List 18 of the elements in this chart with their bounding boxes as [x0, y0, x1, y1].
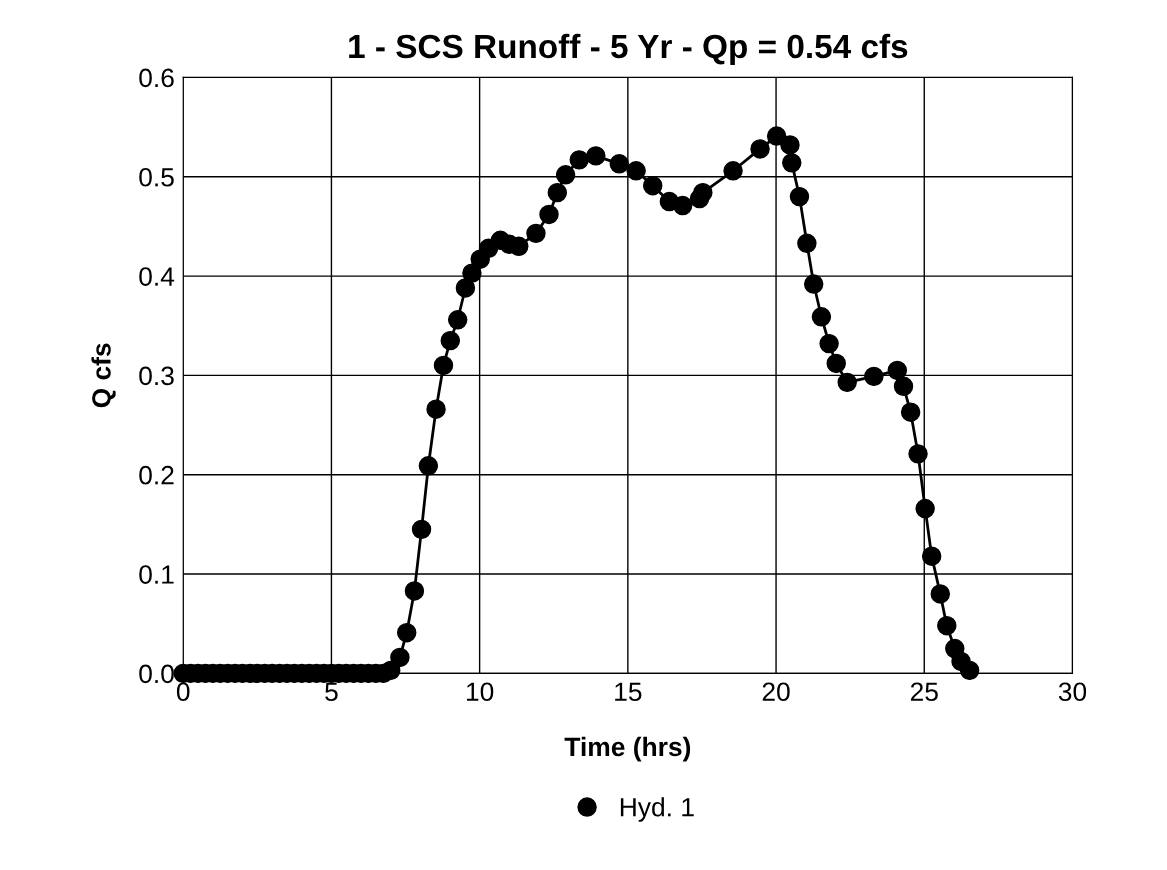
x-tick-label: 10	[466, 682, 494, 702]
x-tick-label: 30	[1058, 682, 1087, 702]
y-tick-label: 0.2	[139, 465, 174, 485]
x-tick-label: 5	[325, 682, 338, 702]
x-tick-label: 0	[176, 682, 190, 702]
y-tick-label: 0.0	[139, 664, 174, 684]
y-tick-label: 0.4	[139, 267, 175, 286]
x-tick-label: 20	[762, 682, 790, 702]
y-tick-label: 0.6	[139, 68, 174, 88]
x-tick-label: 25	[910, 682, 938, 702]
y-tick-label: 0.1	[139, 565, 174, 584]
chart-title: 1 - SCS Runoff - 5 Yr - Qp = 0.54 cfs	[349, 33, 908, 65]
y-tick-label: 0.5	[139, 167, 174, 187]
y-tick-label: 0.3	[139, 366, 174, 386]
x-tick-label: 15	[615, 682, 642, 702]
legend-label: Hyd. 1	[620, 797, 694, 822]
y-axis-title: Q cfs	[91, 343, 116, 408]
x-axis-title: Time (hrs)	[564, 736, 691, 762]
